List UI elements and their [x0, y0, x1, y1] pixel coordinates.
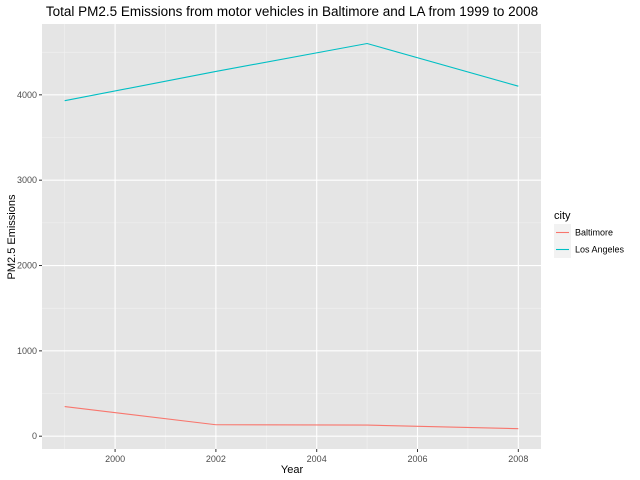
x-tick-label: 2000 [105, 454, 125, 464]
legend-item-los-angeles: Los Angeles [554, 241, 625, 258]
y-tick-label: 2000 [17, 261, 37, 271]
legend-label: Los Angeles [575, 245, 625, 255]
plot-panel [42, 24, 541, 449]
series-layer [64, 42, 519, 430]
axis-layer: 2000 2002 2004 2006 2008 0 1000 2000 3000 4000 [17, 90, 528, 464]
x-tick-label: 2002 [206, 454, 226, 464]
y-tick-label: 4000 [17, 90, 37, 100]
x-tick-label: 2006 [407, 454, 427, 464]
x-tick-label: 2008 [508, 454, 528, 464]
series-line-los-angeles [64, 42, 519, 102]
series-line-baltimore [64, 406, 519, 430]
legend-items: Baltimore Los Angeles [554, 224, 625, 258]
legend-title: city [554, 210, 571, 222]
y-tick-label: 0 [32, 431, 37, 441]
grid-layer [42, 24, 541, 449]
y-axis-title: PM2.5 Emissions [6, 194, 18, 279]
x-tick-label: 2004 [307, 454, 327, 464]
legend-item-baltimore: Baltimore [554, 224, 613, 241]
legend-label: Baltimore [575, 228, 613, 238]
chart-title: Total PM2.5 Emissions from motor vehicle… [46, 4, 538, 19]
legend: city Baltimore Los Angeles [554, 210, 625, 258]
x-axis-title: Year [281, 464, 304, 476]
y-tick-label: 3000 [17, 175, 37, 185]
y-tick-label: 1000 [17, 346, 37, 356]
